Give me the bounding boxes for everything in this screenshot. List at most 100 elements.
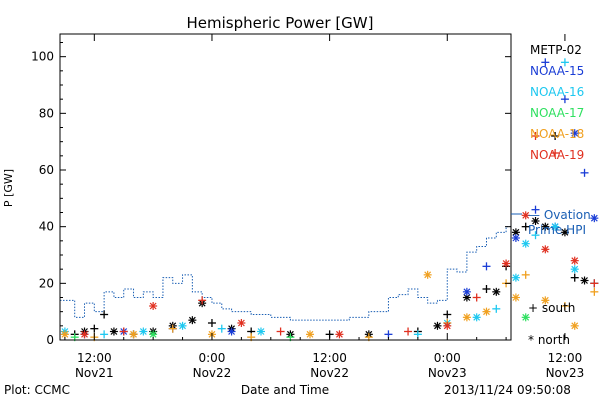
ast-d2 — [541, 245, 549, 253]
ast-d2 — [512, 294, 520, 301]
point-south-plus — [531, 132, 540, 140]
point-north-asterisk — [335, 330, 344, 339]
legend-item: METP-02 — [530, 43, 582, 57]
x-tick-label-time: 0:00 — [434, 351, 461, 365]
point-south-plus — [560, 58, 569, 67]
point-south-plus — [570, 273, 579, 282]
ast-d2 — [149, 330, 157, 338]
ast-d2 — [463, 313, 471, 321]
marker-key-north: * north — [528, 333, 570, 347]
point-north-asterisk — [149, 330, 158, 339]
point-north-asterisk — [188, 316, 197, 325]
ast-d2 — [463, 288, 471, 296]
point-north-asterisk — [482, 307, 491, 316]
series-noaa-15 — [80, 58, 599, 339]
series-noaa-19 — [80, 132, 599, 339]
y-axis: 0 20 40 60 80 100 — [31, 42, 511, 347]
point-south-plus — [100, 330, 109, 339]
x-tick-label-date: Nov23 — [428, 366, 467, 380]
plot-credit: Plot: CCMC — [4, 383, 70, 397]
point-south-plus — [90, 324, 99, 333]
ast-d2 — [257, 328, 265, 335]
point-south-plus — [276, 327, 285, 336]
x-tick-label-date: Nov22 — [193, 366, 232, 380]
point-south-plus — [551, 149, 560, 157]
ast-d2 — [237, 319, 245, 327]
ovation-prime-hpi-line — [60, 195, 512, 321]
ast-d2 — [590, 214, 598, 222]
point-north-asterisk — [462, 287, 471, 296]
chart-title: Hemispheric Power [GW] — [187, 14, 374, 32]
ast-d2 — [228, 328, 236, 335]
point-south-plus — [560, 302, 569, 310]
ast-d2 — [179, 322, 186, 330]
y-tick-label: 60 — [39, 163, 54, 177]
legend: METP-02 NOAA-15 NOAA-16 NOAA-17 NOAA-18 NOAA-… — [530, 43, 584, 162]
point-north-asterisk — [423, 270, 432, 279]
y-tick-label: 20 — [39, 276, 54, 290]
point-north-asterisk — [570, 129, 579, 138]
ast-d2 — [581, 277, 588, 284]
point-north-asterisk — [511, 293, 520, 302]
point-north-asterisk — [149, 302, 158, 310]
point-north-asterisk — [80, 330, 89, 339]
point-north-asterisk — [178, 321, 187, 330]
ast-d2 — [434, 322, 441, 330]
point-north-asterisk — [551, 222, 560, 231]
ast-d2 — [463, 294, 471, 301]
ast-d2 — [541, 296, 549, 304]
ovation-label-line1: — Ovation — [528, 208, 591, 222]
point-north-asterisk — [109, 327, 118, 336]
point-south-plus — [168, 324, 177, 333]
point-north-asterisk — [129, 330, 138, 339]
ast-d2 — [61, 330, 69, 338]
point-south-plus — [217, 324, 226, 333]
point-north-asterisk — [237, 319, 246, 327]
point-north-asterisk — [511, 273, 520, 282]
ast-d2 — [424, 271, 432, 279]
point-north-asterisk — [433, 321, 442, 330]
marker-key-south: + south — [528, 301, 575, 315]
point-south-plus — [580, 168, 589, 177]
point-south-plus — [100, 310, 109, 319]
series-noaa-16 — [60, 58, 599, 339]
x-axis-label: Date and Time — [241, 383, 329, 397]
series-noaa-17 — [70, 313, 530, 342]
point-north-asterisk — [541, 245, 550, 254]
x-tick-label-date: Nov23 — [546, 366, 585, 380]
ast-d2 — [335, 330, 343, 338]
point-north-asterisk — [570, 256, 579, 265]
ast-d2 — [130, 330, 137, 338]
point-north-asterisk — [521, 313, 530, 322]
ast-d2 — [571, 129, 579, 137]
ast-d2 — [512, 228, 520, 236]
point-south-plus — [521, 270, 530, 279]
ast-d2 — [532, 217, 539, 225]
ast-d2 — [149, 302, 157, 310]
point-south-plus — [590, 279, 599, 288]
x-tick-label-date: Nov22 — [310, 366, 349, 380]
ovation-step-path — [60, 195, 512, 321]
point-north-asterisk — [570, 321, 579, 330]
ast-d2 — [81, 330, 88, 338]
ast-d2 — [571, 257, 579, 265]
legend-item: NOAA-17 — [530, 106, 584, 120]
ast-d2 — [512, 234, 520, 242]
point-north-asterisk — [462, 313, 471, 322]
ast-d2 — [571, 322, 579, 330]
ast-d2 — [139, 328, 147, 335]
plot-timestamp: 2013/11/24 09:50:08 — [444, 383, 571, 397]
ast-d2 — [561, 228, 569, 236]
y-axis-label: P [GW] — [2, 169, 15, 207]
x-tick-label-time: 12:00 — [548, 351, 583, 365]
point-north-asterisk — [511, 234, 520, 242]
plot-frame — [59, 33, 512, 341]
ast-d2 — [571, 265, 579, 273]
point-south-plus — [198, 296, 207, 305]
y-tick-label: 0 — [46, 333, 54, 347]
point-north-asterisk — [472, 313, 481, 322]
point-north-asterisk — [541, 296, 550, 305]
point-north-asterisk — [443, 321, 452, 330]
ast-d2 — [188, 316, 196, 324]
point-south-plus — [472, 293, 481, 302]
